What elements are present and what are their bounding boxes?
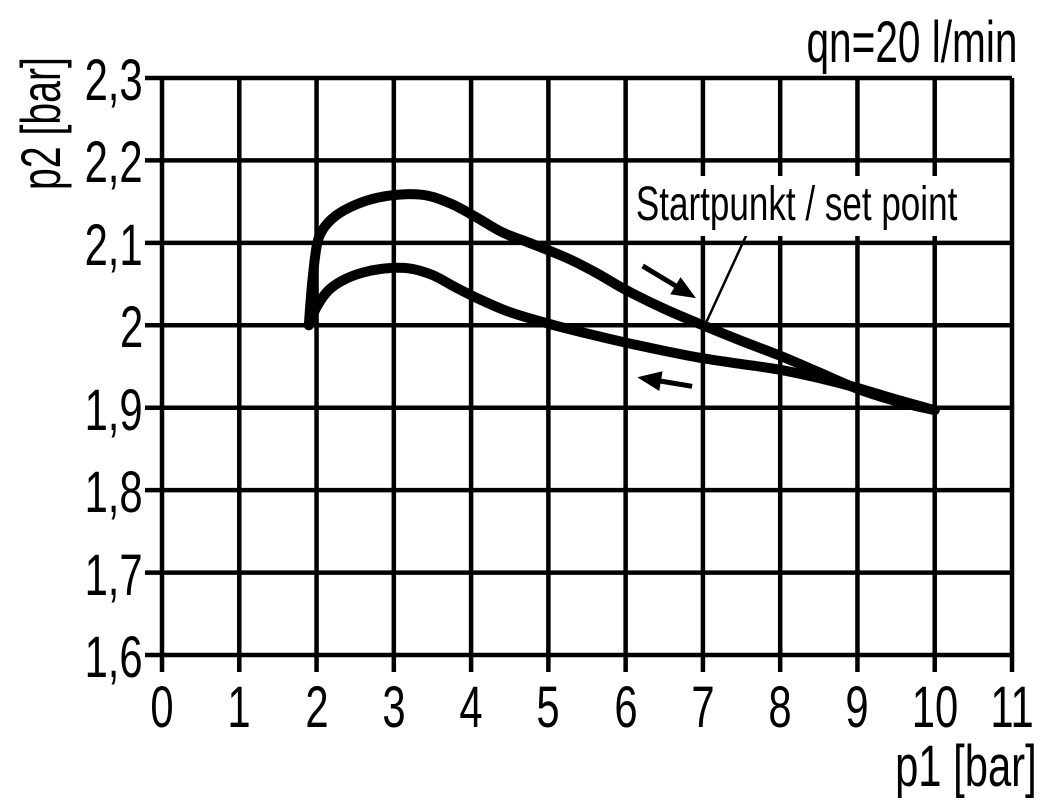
x-tick-label: 9 — [845, 675, 870, 740]
y-axis-title: p2 [bar] — [9, 57, 72, 190]
curve-upper-branch — [303, 189, 940, 416]
x-tick-label: 4 — [459, 675, 483, 740]
direction-arrow-lower-branch-head — [637, 371, 663, 391]
x-tick-label: 7 — [691, 675, 715, 740]
flow-rate-label: qn=20 l/min — [805, 10, 1017, 75]
y-tick-label: 2 — [119, 295, 143, 361]
direction-arrow-upper-branch-head — [670, 277, 696, 299]
x-tick-label: 2 — [304, 675, 329, 740]
y-tick-label: 1,9 — [84, 377, 143, 443]
x-tick-label: 10 — [911, 675, 958, 740]
set-point-annotation: Startpunkt / set point — [633, 176, 964, 236]
x-axis-title: p1 [bar] — [895, 734, 1037, 799]
y-tick-label: 1,6 — [84, 625, 143, 690]
y-tick-label: 1,8 — [84, 460, 143, 526]
x-tick-label: 6 — [614, 675, 638, 740]
x-tick-label: 3 — [382, 675, 406, 740]
x-tick-label: 8 — [768, 675, 792, 740]
annotation-callout-line — [704, 231, 749, 325]
direction-arrow-lower-branch-shaft — [656, 378, 693, 389]
x-tick-label: 11 — [990, 675, 1034, 740]
direction-arrow-upper-branch-shaft — [641, 263, 681, 290]
x-tick-label: 0 — [150, 675, 174, 740]
x-tick-label: 1 — [227, 675, 251, 740]
x-tick-label: 5 — [536, 675, 560, 740]
y-tick-label: 2,3 — [84, 48, 143, 113]
y-tick-label: 1,7 — [84, 542, 143, 608]
y-tick-label: 2,1 — [84, 212, 143, 278]
y-tick-label: 2,2 — [84, 130, 143, 196]
curve-lower-branch — [303, 262, 940, 416]
